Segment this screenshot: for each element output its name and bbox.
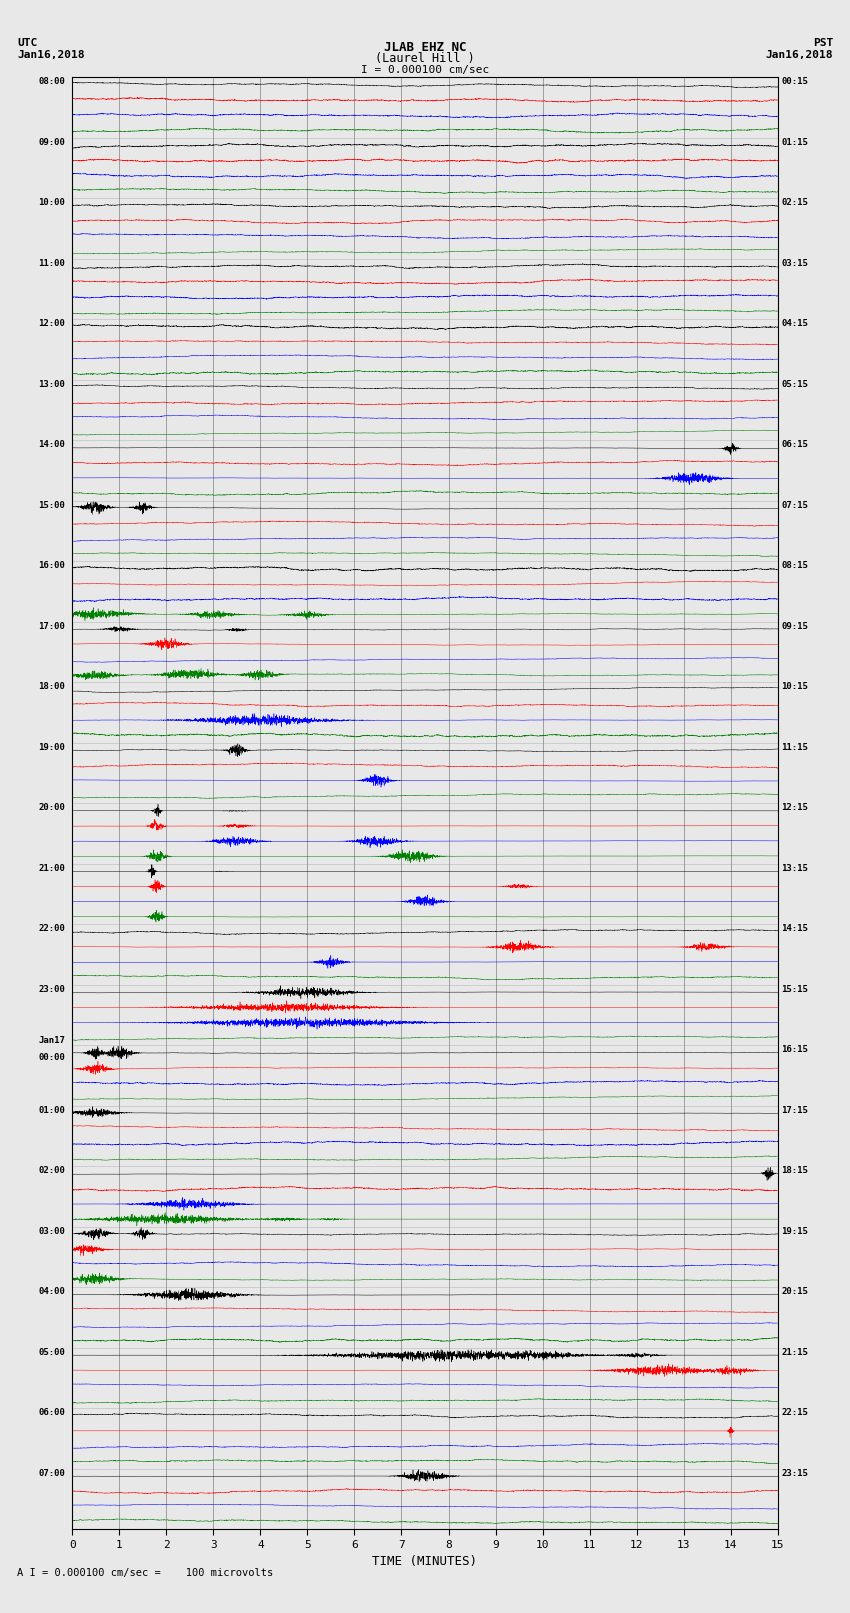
Text: 05:15: 05:15: [781, 381, 808, 389]
Text: Jan16,2018: Jan16,2018: [17, 50, 84, 60]
Text: 20:00: 20:00: [38, 803, 65, 813]
Text: 04:00: 04:00: [38, 1287, 65, 1297]
Text: 12:00: 12:00: [38, 319, 65, 329]
Text: A I = 0.000100 cm/sec =    100 microvolts: A I = 0.000100 cm/sec = 100 microvolts: [17, 1568, 273, 1578]
Text: 06:00: 06:00: [38, 1408, 65, 1418]
Text: 22:15: 22:15: [781, 1408, 808, 1418]
Text: 10:00: 10:00: [38, 198, 65, 208]
Text: 04:15: 04:15: [781, 319, 808, 329]
Text: 07:00: 07:00: [38, 1468, 65, 1478]
X-axis label: TIME (MINUTES): TIME (MINUTES): [372, 1555, 478, 1568]
Text: 03:00: 03:00: [38, 1227, 65, 1236]
Text: Jan16,2018: Jan16,2018: [766, 50, 833, 60]
Text: 23:00: 23:00: [38, 984, 65, 994]
Text: 23:15: 23:15: [781, 1468, 808, 1478]
Text: 02:00: 02:00: [38, 1166, 65, 1176]
Text: 01:00: 01:00: [38, 1107, 65, 1115]
Text: 15:00: 15:00: [38, 500, 65, 510]
Text: I = 0.000100 cm/sec: I = 0.000100 cm/sec: [361, 65, 489, 76]
Text: 03:15: 03:15: [781, 260, 808, 268]
Text: 21:15: 21:15: [781, 1348, 808, 1357]
Text: 22:00: 22:00: [38, 924, 65, 934]
Text: 01:15: 01:15: [781, 139, 808, 147]
Text: PST: PST: [813, 39, 833, 48]
Text: 06:15: 06:15: [781, 440, 808, 450]
Text: 19:00: 19:00: [38, 742, 65, 752]
Text: 14:15: 14:15: [781, 924, 808, 934]
Text: 08:00: 08:00: [38, 77, 65, 87]
Text: 18:15: 18:15: [781, 1166, 808, 1176]
Text: Jan17: Jan17: [38, 1036, 65, 1045]
Text: 08:15: 08:15: [781, 561, 808, 571]
Text: 15:15: 15:15: [781, 984, 808, 994]
Text: JLAB EHZ NC: JLAB EHZ NC: [383, 40, 467, 53]
Text: 07:15: 07:15: [781, 500, 808, 510]
Text: 19:15: 19:15: [781, 1227, 808, 1236]
Text: 09:00: 09:00: [38, 139, 65, 147]
Text: 13:00: 13:00: [38, 381, 65, 389]
Text: 21:00: 21:00: [38, 865, 65, 873]
Text: 00:15: 00:15: [781, 77, 808, 87]
Text: 18:00: 18:00: [38, 682, 65, 692]
Text: 13:15: 13:15: [781, 865, 808, 873]
Text: 17:15: 17:15: [781, 1107, 808, 1115]
Text: (Laurel Hill ): (Laurel Hill ): [375, 52, 475, 65]
Text: 02:15: 02:15: [781, 198, 808, 208]
Text: 10:15: 10:15: [781, 682, 808, 692]
Text: 16:00: 16:00: [38, 561, 65, 571]
Text: 00:00: 00:00: [38, 1053, 65, 1061]
Text: 12:15: 12:15: [781, 803, 808, 813]
Text: UTC: UTC: [17, 39, 37, 48]
Text: 16:15: 16:15: [781, 1045, 808, 1055]
Text: 14:00: 14:00: [38, 440, 65, 450]
Text: 11:15: 11:15: [781, 742, 808, 752]
Text: 20:15: 20:15: [781, 1287, 808, 1297]
Text: 09:15: 09:15: [781, 623, 808, 631]
Text: 11:00: 11:00: [38, 260, 65, 268]
Text: 05:00: 05:00: [38, 1348, 65, 1357]
Text: 17:00: 17:00: [38, 623, 65, 631]
